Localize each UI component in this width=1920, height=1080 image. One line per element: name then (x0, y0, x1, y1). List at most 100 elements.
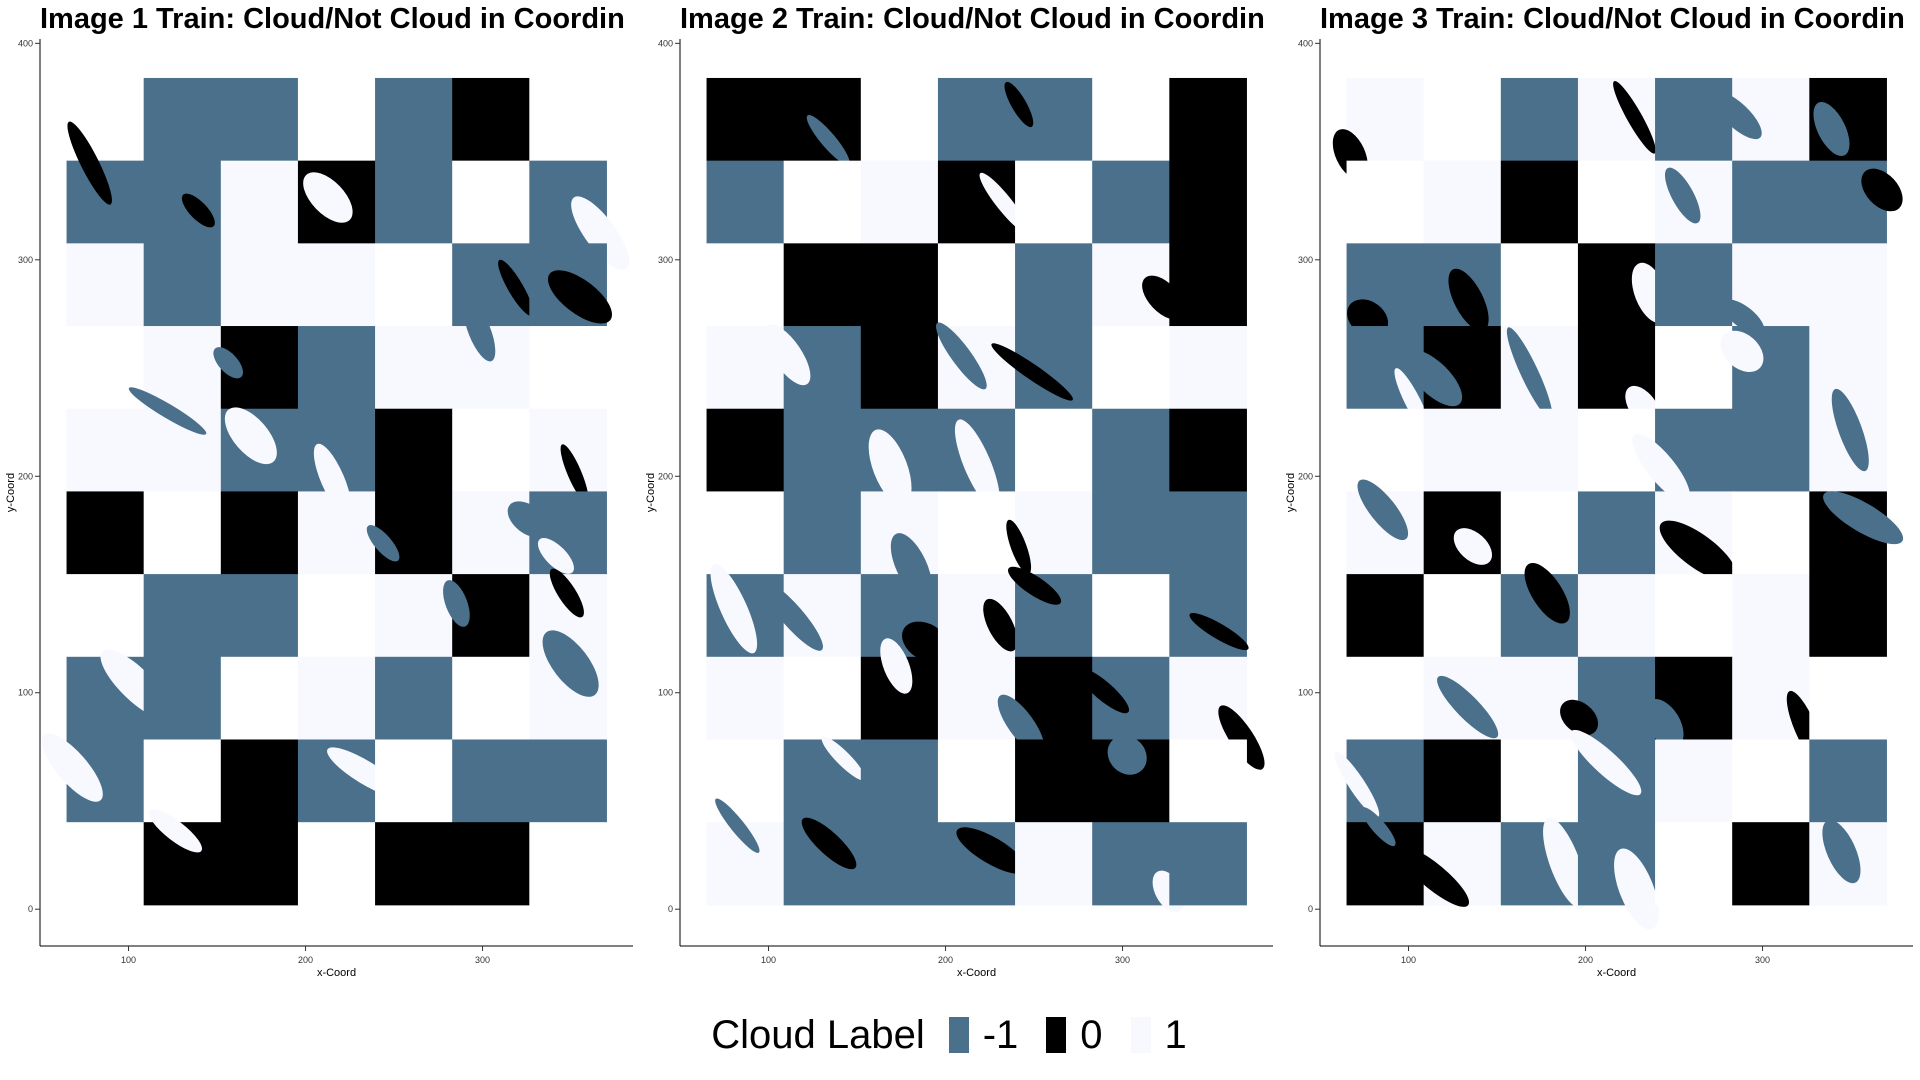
x-axis-label: x-Coord (317, 967, 356, 979)
heatmap-cell (1500, 77, 1579, 162)
heatmap-streak (902, 621, 950, 663)
heatmap-streak (560, 444, 589, 503)
y-tick-label: 300 (18, 255, 33, 265)
y-tick-label: 300 (1298, 255, 1313, 265)
heatmap-cell (860, 77, 939, 162)
heatmap-cell (297, 491, 376, 575)
x-tick-label: 100 (761, 955, 776, 965)
heatmap-cell (220, 822, 299, 906)
heatmap-cell (220, 739, 299, 823)
heatmap-cell (1169, 243, 1247, 327)
heatmap-streak (991, 343, 1073, 401)
legend-label-1: 1 (1164, 1012, 1187, 1057)
heatmap-cell (297, 574, 376, 658)
heatmap-streak (1334, 751, 1380, 818)
heatmap-cell (1577, 574, 1656, 658)
heatmap-streak (821, 736, 866, 781)
heatmap-cell (143, 491, 222, 575)
heatmap-streak (1107, 735, 1147, 775)
heatmap-cell (937, 739, 1016, 823)
heatmap-streak (1524, 562, 1570, 624)
legend-key-neg1 (948, 1017, 969, 1053)
heatmap-region (1332, 77, 1904, 930)
heatmap-streak (1831, 388, 1869, 472)
heatmap-cell (143, 739, 222, 823)
heatmap-streak (1218, 705, 1265, 770)
heatmap-cell (706, 739, 785, 823)
heatmap-streak (547, 270, 613, 324)
heatmap-streak (549, 568, 584, 618)
y-tick-label: 200 (18, 471, 33, 481)
heatmap-streak (1813, 102, 1850, 156)
legend: Cloud Label -1 0 1 (0, 1000, 1920, 1070)
heatmap-streak (181, 193, 215, 228)
heatmap-cell (1423, 77, 1502, 162)
heatmap-cell (1015, 739, 1093, 823)
heatmap-cell (1423, 408, 1502, 492)
heatmap-cell (1732, 491, 1810, 575)
heatmap-streak (1664, 167, 1701, 224)
heatmap-streak (1453, 528, 1493, 565)
heatmap-cell (1655, 574, 1733, 658)
heatmap-cell (220, 574, 299, 658)
heatmap-cell (1655, 739, 1733, 823)
heatmap-cell (529, 326, 607, 410)
heatmap-streak (1822, 819, 1861, 884)
chart-title: Image 2 Train: Cloud/Not Cloud in Coordi… (680, 3, 1265, 35)
heatmap-streak (1448, 268, 1489, 332)
heatmap-cell (143, 326, 222, 410)
heatmap-streak (1077, 667, 1130, 714)
heatmap-streak (715, 798, 760, 853)
x-tick-label: 300 (1755, 955, 1770, 965)
heatmap-cell (375, 408, 453, 492)
heatmap-cell (143, 77, 222, 162)
heatmap-cell (452, 739, 530, 823)
heatmap-cell (706, 77, 785, 162)
heatmap-cell (1809, 326, 1887, 410)
heatmap-cell (452, 408, 530, 492)
y-tick-label: 100 (18, 688, 33, 698)
heatmap-streak (1006, 519, 1032, 575)
x-tick-label: 200 (298, 955, 313, 965)
heatmap-streak (1570, 729, 1642, 796)
x-tick-label: 100 (121, 955, 136, 965)
heatmap-streak (542, 630, 599, 697)
heatmap-streak (1632, 433, 1691, 503)
heatmap-streak (537, 538, 574, 574)
heatmap-cell (860, 739, 939, 823)
heatmap-cell (783, 243, 862, 327)
heatmap-cell (783, 160, 862, 244)
heatmap-cell (1732, 574, 1810, 658)
chart-panel-1: Image 1 Train: Cloud/Not Cloud in Coordi… (5, 3, 633, 979)
heatmap-streak (997, 694, 1045, 755)
heatmap-streak (67, 121, 112, 205)
heatmap-cell (297, 77, 376, 162)
heatmap-cell (1169, 77, 1247, 162)
legend-label-neg1: -1 (982, 1012, 1019, 1057)
y-tick-label: 0 (28, 904, 33, 914)
y-tick-label: 200 (1298, 471, 1313, 481)
heatmap-streak (303, 172, 353, 223)
heatmap-streak (1712, 91, 1762, 140)
heatmap-cell (1809, 243, 1887, 327)
heatmap-cell (529, 739, 607, 823)
y-tick-label: 400 (18, 38, 33, 48)
heatmap-cell (1169, 408, 1247, 492)
heatmap-cell (452, 656, 530, 740)
y-axis-label: y-Coord (645, 473, 657, 512)
heatmap-cell (1655, 326, 1733, 410)
y-tick-label: 100 (1298, 688, 1313, 698)
heatmap-cell (220, 491, 299, 575)
heatmap-cell (1346, 574, 1425, 658)
heatmap-cell (1732, 822, 1810, 906)
heatmap-cell (452, 160, 530, 244)
heatmap-cell (1500, 160, 1579, 244)
heatmap-cell (783, 491, 862, 575)
heatmap-cell (529, 822, 607, 906)
heatmap-streak (1361, 807, 1396, 847)
heatmap-cell (1655, 77, 1733, 162)
heatmap-streak (1543, 817, 1587, 909)
heatmap-cell (66, 822, 145, 906)
y-tick-label: 400 (1298, 38, 1313, 48)
